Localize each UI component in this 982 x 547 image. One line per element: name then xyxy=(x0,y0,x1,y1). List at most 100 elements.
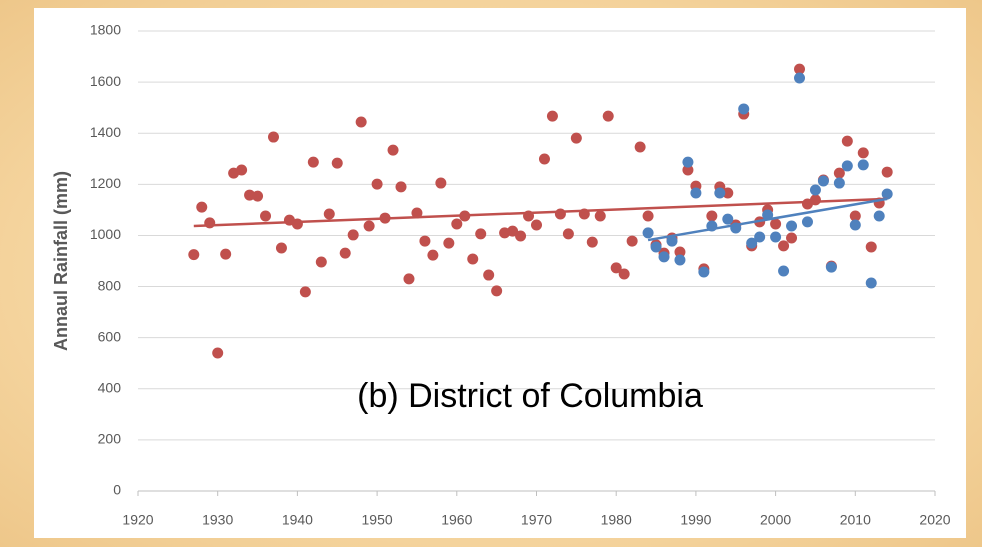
data-point xyxy=(347,229,359,241)
data-point xyxy=(443,237,455,249)
data-point xyxy=(323,208,335,220)
x-tick-label: 2020 xyxy=(919,512,950,528)
data-point xyxy=(714,187,726,199)
data-point xyxy=(833,177,845,189)
data-point xyxy=(809,194,821,206)
data-point xyxy=(355,116,367,128)
trend-line xyxy=(193,197,888,228)
y-tick-label: 600 xyxy=(98,328,122,344)
data-point xyxy=(674,246,686,258)
data-point xyxy=(626,235,638,247)
data-point xyxy=(491,285,503,297)
x-tick-label: 1930 xyxy=(202,512,233,528)
data-point xyxy=(682,156,694,168)
data-point xyxy=(220,248,232,260)
data-point xyxy=(666,235,678,247)
y-axis-label: Annaul Rainfall (mm) xyxy=(51,171,71,351)
data-point xyxy=(794,63,806,75)
data-point xyxy=(841,135,853,147)
data-point xyxy=(299,286,311,298)
x-tick-label: 1920 xyxy=(122,512,153,528)
data-point xyxy=(801,216,813,228)
data-point xyxy=(642,210,654,222)
data-point xyxy=(419,235,431,247)
data-point xyxy=(849,219,861,231)
data-point xyxy=(451,218,463,230)
data-point xyxy=(857,159,869,171)
data-point xyxy=(809,184,821,196)
data-point xyxy=(881,188,893,200)
y-tick-label: 1400 xyxy=(90,124,121,140)
data-point xyxy=(634,141,646,153)
data-point xyxy=(307,156,319,168)
data-point xyxy=(554,208,566,220)
annotation: (b) District of Columbia xyxy=(357,377,703,415)
x-tick-label: 2000 xyxy=(760,512,791,528)
data-point xyxy=(642,227,654,239)
data-point xyxy=(873,210,885,222)
data-point xyxy=(427,249,439,261)
data-point xyxy=(817,175,829,187)
x-tick-label: 1990 xyxy=(680,512,711,528)
data-point xyxy=(786,220,798,232)
data-point xyxy=(610,262,622,274)
data-point xyxy=(260,210,272,222)
x-tick-label: 1970 xyxy=(521,512,552,528)
data-point xyxy=(825,261,837,273)
data-point xyxy=(252,190,264,202)
data-point xyxy=(794,72,806,84)
data-point xyxy=(722,213,734,225)
data-point xyxy=(267,131,279,143)
y-tick-label: 1000 xyxy=(90,226,121,242)
data-point xyxy=(602,110,614,122)
data-point xyxy=(315,256,327,268)
data-point xyxy=(363,220,375,232)
data-point xyxy=(212,347,224,359)
data-point xyxy=(778,240,790,252)
data-point xyxy=(371,178,383,190)
data-point xyxy=(674,254,686,266)
x-tick-label: 1940 xyxy=(282,512,313,528)
data-point xyxy=(770,218,782,230)
data-point xyxy=(754,231,766,243)
data-point xyxy=(196,201,208,213)
data-point xyxy=(467,253,479,265)
data-point xyxy=(515,230,527,242)
data-point xyxy=(395,181,407,193)
data-point xyxy=(865,241,877,253)
data-point xyxy=(849,210,861,222)
x-tick-label: 2010 xyxy=(840,512,871,528)
plot-panel xyxy=(34,8,966,538)
data-point xyxy=(618,268,630,280)
data-point xyxy=(531,219,542,231)
x-tick-label: 1980 xyxy=(601,512,632,528)
y-tick-label: 1200 xyxy=(90,175,121,191)
data-point xyxy=(881,166,893,178)
data-point xyxy=(291,218,303,230)
data-point xyxy=(275,242,287,254)
trend-line xyxy=(647,197,888,242)
data-point xyxy=(722,187,734,199)
y-tick-label: 1600 xyxy=(90,73,121,89)
data-point xyxy=(411,207,423,219)
y-tick-label: 400 xyxy=(98,379,122,395)
data-point xyxy=(507,225,519,237)
y-tick-label: 0 xyxy=(113,482,121,498)
data-point xyxy=(403,273,415,285)
data-point xyxy=(331,157,343,169)
data-point xyxy=(650,241,662,253)
data-point xyxy=(865,277,877,289)
data-point xyxy=(594,210,606,222)
data-point xyxy=(738,103,750,115)
data-point xyxy=(538,153,550,165)
data-point xyxy=(562,228,574,240)
data-point xyxy=(682,164,694,176)
x-tick-label: 1960 xyxy=(441,512,472,528)
data-point xyxy=(435,177,447,189)
data-point xyxy=(483,269,495,281)
data-point xyxy=(698,266,710,278)
y-tick-label: 1800 xyxy=(90,22,121,38)
data-point xyxy=(841,160,853,172)
